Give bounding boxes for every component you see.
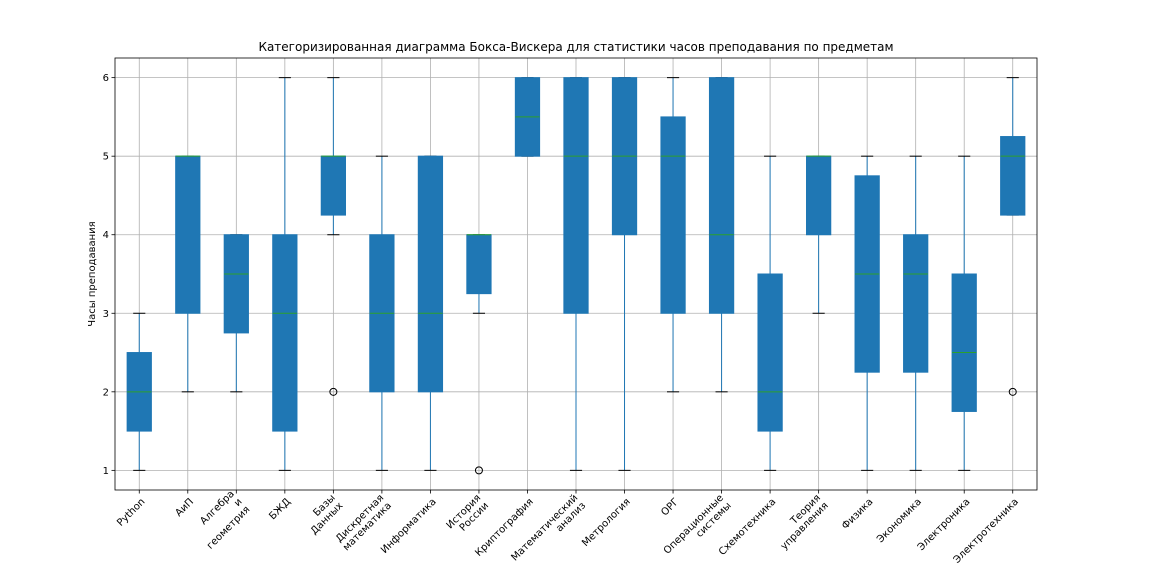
box-body <box>951 273 977 412</box>
x-tick-label: АиП <box>174 496 197 519</box>
y-tick-label: 4 <box>103 230 109 241</box>
box-body <box>223 234 249 334</box>
y-axis-label: Часы преподавания <box>87 221 98 326</box>
box-body <box>708 77 735 314</box>
box-11 <box>660 77 686 393</box>
y-axis: 1 2 3 4 5 6 <box>103 73 115 477</box>
box-18 <box>1000 77 1026 396</box>
x-tick-label-line: Python <box>115 496 147 528</box>
y-tick-label: 6 <box>103 73 109 84</box>
box-body <box>660 116 686 314</box>
outlier-point <box>1008 387 1017 396</box>
box-5 <box>369 155 395 471</box>
box-10 <box>611 77 638 471</box>
box-body <box>417 155 444 393</box>
box-13 <box>757 155 783 471</box>
x-tick-label: Python <box>115 496 147 528</box>
outlier-point <box>329 387 338 396</box>
box-body <box>175 155 201 314</box>
x-tick-label: Экономика <box>875 496 924 545</box>
box-17 <box>951 155 977 471</box>
box-body <box>806 155 832 236</box>
y-tick-label: 2 <box>103 387 109 398</box>
box-body <box>320 155 347 216</box>
box-14 <box>806 155 832 314</box>
box-1 <box>175 155 201 393</box>
x-tick-label-line: ОРГ <box>659 496 681 518</box>
box-3 <box>272 77 298 471</box>
y-tick-label: 1 <box>103 466 109 477</box>
x-tick-label: Физика <box>840 496 875 531</box>
box-body <box>466 234 492 295</box>
x-tick-label-line: БЖД <box>267 496 293 522</box>
chart-title: Категоризированная диаграмма Бокса-Виске… <box>258 40 893 54</box>
box-6 <box>417 155 444 471</box>
box-7 <box>466 234 492 475</box>
box-body <box>272 234 298 432</box>
box-body <box>1000 136 1026 216</box>
box-8 <box>514 77 541 157</box>
box-4 <box>320 77 347 396</box>
x-tick-label-line: АиП <box>174 496 197 519</box>
box-15 <box>854 155 880 471</box>
box-body <box>903 234 929 373</box>
x-tick-label: ОРГ <box>659 496 681 518</box>
outlier-point <box>474 466 483 475</box>
box-9 <box>563 77 589 471</box>
x-tick-label: БЖД <box>267 496 293 522</box>
x-tick-label: Метрология <box>580 496 633 549</box>
box-body <box>563 77 589 314</box>
box-body <box>757 273 783 432</box>
box-12 <box>708 77 735 393</box>
box-16 <box>903 155 929 471</box>
boxes <box>126 77 1026 475</box>
y-tick-label: 3 <box>103 309 109 320</box>
x-tick-label-line: Метрология <box>580 496 633 549</box>
y-tick-label: 5 <box>103 152 109 163</box>
box-2 <box>223 234 249 393</box>
box-0 <box>126 312 152 471</box>
x-tick-label-line: Экономика <box>875 496 924 545</box>
x-tick-label-line: Физика <box>840 496 875 531</box>
